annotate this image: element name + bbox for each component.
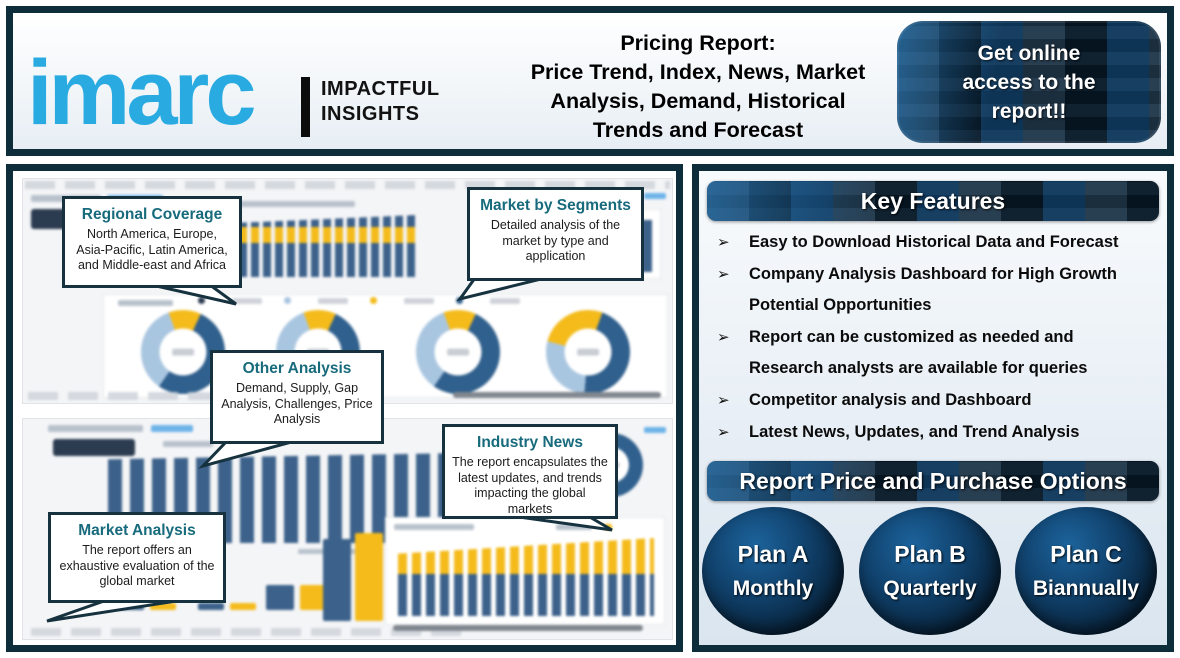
arrow-bullet-icon: ➢ xyxy=(717,234,730,251)
plan-c-button[interactable]: Plan C Biannually xyxy=(1015,507,1157,635)
callout-industry-news: Industry News The report encapsulates th… xyxy=(442,424,618,519)
callout-regional-coverage: Regional Coverage North America, Europe,… xyxy=(62,196,242,288)
card-title-placeholder xyxy=(394,524,474,530)
growth-bar xyxy=(266,585,294,610)
legend-dot xyxy=(284,297,291,304)
growth-bar xyxy=(323,539,351,621)
card-label-placeholder xyxy=(118,300,173,306)
feature-item: ➢ Latest News, Updates, and Trend Analys… xyxy=(717,417,1149,448)
feature-text: Latest News, Updates, and Trend Analysis xyxy=(749,423,1080,441)
title-placeholder xyxy=(48,425,143,432)
key-features-panel: Key Features ➢ Easy to Download Historic… xyxy=(692,164,1174,652)
growth-bar xyxy=(355,533,383,621)
blue-bar-decoration xyxy=(642,220,652,272)
arrow-bullet-icon: ➢ xyxy=(717,329,730,346)
callout-body: Detailed analysis of the market by type … xyxy=(490,218,621,263)
plan-a-button[interactable]: Plan A Monthly xyxy=(702,507,844,635)
stacked-bar-card xyxy=(385,517,665,625)
plan-name: Plan C xyxy=(1050,541,1122,567)
growth-bar xyxy=(150,603,176,610)
feature-text: Competitor analysis and Dashboard xyxy=(749,391,1032,409)
scrollbar-decoration xyxy=(453,392,661,398)
get-online-access-button[interactable]: Get online access to the report!! xyxy=(897,21,1161,143)
key-features-list: ➢ Easy to Download Historical Data and F… xyxy=(717,227,1149,449)
legend-dot xyxy=(370,297,377,304)
report-title: Pricing Report: Price Trend, Index, News… xyxy=(530,31,866,142)
scrollbar-decoration xyxy=(393,625,643,631)
imarc-logo: imarc xyxy=(27,42,256,144)
feature-text: Report can be customized as needed and R… xyxy=(749,328,1088,377)
plan-period: Biannually xyxy=(1032,577,1140,600)
callout-title: Market by Segments xyxy=(480,197,631,214)
callout-body: North America, Europe, Asia-Pacific, Lat… xyxy=(76,227,228,272)
callout-body: The report offers an exhaustive evaluati… xyxy=(59,543,215,588)
feature-text: Easy to Download Historical Data and For… xyxy=(749,233,1119,251)
dashboard-preview-panel: Regional Coverage North America, Europe,… xyxy=(6,164,683,652)
plan-period: Monthly xyxy=(732,577,814,600)
key-features-heading: Key Features xyxy=(707,181,1159,221)
feature-item: ➢ Report can be customized as needed and… xyxy=(717,322,1149,384)
growth-bar xyxy=(198,603,224,610)
plan-name: Plan A xyxy=(737,541,809,567)
callout-title: Regional Coverage xyxy=(81,206,223,223)
arrow-bullet-icon: ➢ xyxy=(717,392,730,409)
callout-title: Other Analysis xyxy=(242,360,352,377)
callout-market-by-segments: Market by Segments Detailed analysis of … xyxy=(467,187,644,281)
callout-body: Demand, Supply, Gap Analysis, Challenges… xyxy=(221,381,373,426)
link-placeholder xyxy=(151,425,193,432)
callout-title: Industry News xyxy=(477,434,583,451)
legend-placeholder xyxy=(163,441,213,447)
plan-b-button[interactable]: Plan B Quarterly xyxy=(859,507,1001,635)
filter-pill xyxy=(53,439,135,456)
sheet-tabs-decoration xyxy=(28,392,328,400)
edit-link-placeholder xyxy=(644,193,666,199)
callout-body: The report encapsulates the latest updat… xyxy=(452,455,608,516)
logo-tagline: IMPACTFUL INSIGHTS xyxy=(321,78,440,125)
callout-market-analysis: Market Analysis The report offers an exh… xyxy=(48,512,226,603)
pricing-heading: Report Price and Purchase Options xyxy=(707,461,1159,501)
arrow-bullet-icon: ➢ xyxy=(717,266,730,283)
growth-bar xyxy=(230,603,256,610)
legend-dot xyxy=(198,297,205,304)
plan-period: Quarterly xyxy=(883,577,977,600)
feature-item: ➢ Company Analysis Dashboard for High Gr… xyxy=(717,259,1149,321)
feature-text: Company Analysis Dashboard for High Grow… xyxy=(749,265,1117,314)
arrow-bullet-icon: ➢ xyxy=(717,424,730,441)
legend-placeholder xyxy=(556,524,592,530)
donut-chart-3 xyxy=(416,310,500,394)
callout-tail xyxy=(198,440,296,469)
edit-link-placeholder xyxy=(644,427,666,433)
plan-name: Plan B xyxy=(894,541,966,567)
tab-strip-decoration xyxy=(25,181,670,189)
legend-placeholder xyxy=(205,201,355,207)
donut-chart-4 xyxy=(546,310,630,394)
sheet-tabs-decoration xyxy=(31,628,461,636)
feature-item: ➢ Easy to Download Historical Data and F… xyxy=(717,227,1149,258)
callout-title: Market Analysis xyxy=(78,522,196,539)
header-band: imarc IMPACTFUL INSIGHTS Pricing Report:… xyxy=(6,6,1174,156)
callout-other-analysis: Other Analysis Demand, Supply, Gap Analy… xyxy=(210,350,384,444)
stacked-bars-decoration xyxy=(398,538,654,616)
logo-divider xyxy=(301,77,310,137)
feature-item: ➢ Competitor analysis and Dashboard xyxy=(717,385,1149,416)
